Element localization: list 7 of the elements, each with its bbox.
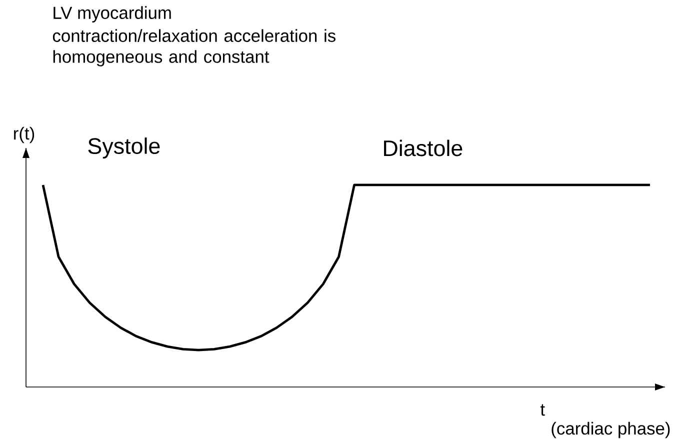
text: (cardiac phase): [552, 422, 670, 438]
chart-title: LV myocardium: [54, 6, 171, 22]
y-axis-title: r(t): [14, 126, 34, 144]
chart-subtitle: contraction/relaxation acceleration is homogeneous and constant: [52, 29, 336, 66]
text: Diastole: [384, 140, 462, 156]
text: Systole: [88, 138, 160, 158]
x-axis-title: t: [540, 404, 545, 416]
